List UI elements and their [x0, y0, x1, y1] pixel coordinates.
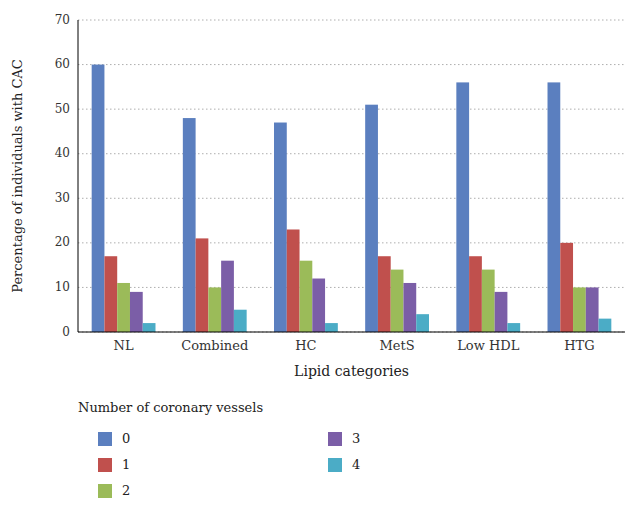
y-tick-label: 60 [55, 57, 70, 71]
bar [573, 287, 586, 332]
x-axis-line [78, 332, 625, 333]
y-tick-label: 20 [55, 235, 70, 249]
bar [117, 283, 130, 332]
bar [208, 287, 221, 332]
y-tick-label: 50 [55, 102, 70, 116]
bar [325, 323, 338, 332]
bar [456, 82, 469, 332]
bar [183, 118, 196, 332]
bar [365, 105, 378, 332]
bar [104, 256, 117, 332]
legend-title: Number of coronary vessels [78, 400, 263, 415]
bar [416, 314, 429, 332]
x-tick-label: HTG [564, 338, 594, 353]
x-axis-label: Lipid categories [294, 363, 409, 379]
chart: 010203040506070NLCombinedHCMetSLow HDLHT… [0, 0, 643, 517]
legend-label: 2 [122, 483, 130, 498]
legend-label: 0 [122, 431, 130, 446]
bar [403, 283, 416, 332]
bar [482, 270, 495, 332]
bar [274, 123, 287, 332]
y-tick-label: 0 [62, 325, 70, 339]
bar [586, 287, 599, 332]
bar [234, 310, 247, 332]
grid-line [78, 198, 625, 199]
bar [287, 229, 300, 332]
legend-swatch [98, 458, 112, 472]
bar [495, 292, 508, 332]
bar [130, 292, 143, 332]
x-tick-label: Combined [181, 338, 248, 353]
bar [391, 270, 404, 332]
bar [378, 256, 391, 332]
legend-label: 3 [352, 431, 360, 446]
grid-line [78, 153, 625, 154]
bar [599, 319, 612, 332]
grid-line [78, 287, 625, 288]
grid-line [78, 332, 625, 333]
y-axis-line [78, 20, 79, 332]
bar [196, 238, 209, 332]
legend: Number of coronary vessels 0 1 2 3 4 [78, 400, 360, 498]
legend-swatch [98, 432, 112, 446]
grid-line [78, 20, 625, 21]
grid-line [78, 64, 625, 65]
y-tick-label: 10 [55, 280, 70, 294]
bar [560, 243, 573, 332]
y-grid [78, 20, 625, 332]
y-tick-label: 40 [55, 146, 70, 160]
bar [312, 279, 325, 332]
grid-line [78, 242, 625, 243]
x-tick-label: HC [295, 338, 316, 353]
y-tick-label: 30 [55, 191, 70, 205]
grid-line [78, 109, 625, 110]
bar [300, 261, 313, 332]
x-tick-label: MetS [380, 338, 415, 353]
y-axis-label: Percentage of individuals with CAC [10, 59, 25, 293]
legend-swatch [328, 458, 342, 472]
bar [507, 323, 520, 332]
legend-label: 4 [352, 457, 360, 472]
x-tick-label: NL [114, 338, 134, 353]
bar [469, 256, 482, 332]
bar [548, 82, 561, 332]
bar [221, 261, 234, 332]
legend-label: 1 [122, 457, 130, 472]
bar [143, 323, 156, 332]
bars [92, 65, 612, 332]
y-tick-label: 70 [55, 13, 70, 27]
bar [92, 65, 105, 332]
legend-swatch [98, 484, 112, 498]
x-tick-label: Low HDL [457, 338, 519, 353]
legend-swatch [328, 432, 342, 446]
